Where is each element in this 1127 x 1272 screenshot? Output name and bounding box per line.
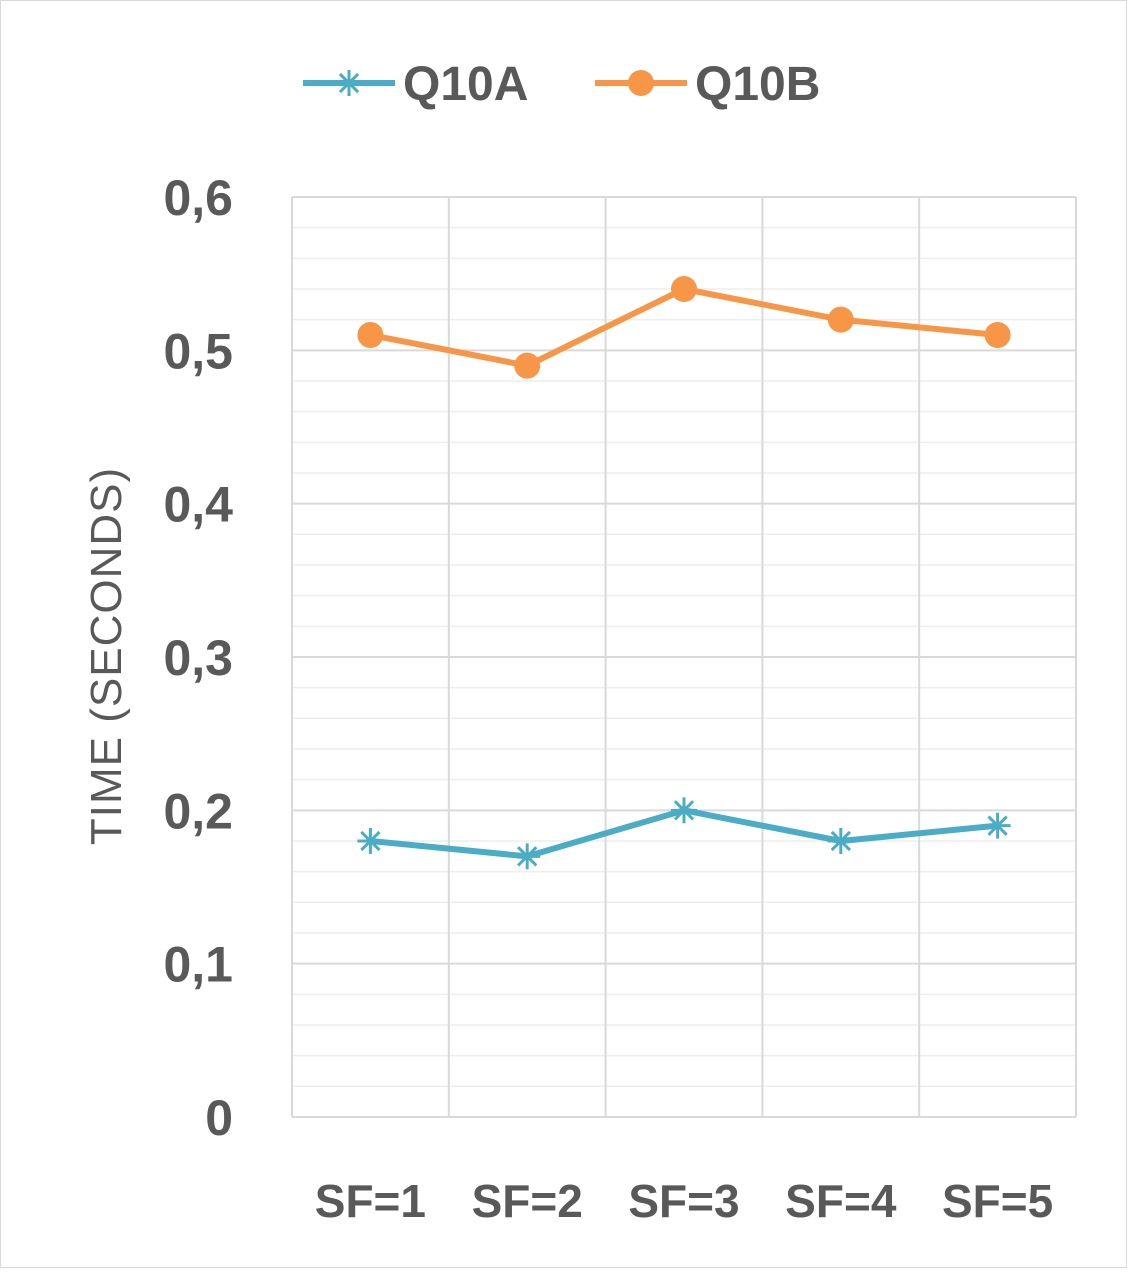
y-tick-label: 0,4 <box>163 477 233 533</box>
series-q10a <box>357 797 1011 870</box>
legend-label: Q10A <box>403 58 528 111</box>
y-tick-label: 0 <box>205 1090 233 1146</box>
y-axis-tick-labels: 0 0,1 0,2 0,3 0,4 0,5 0,6 <box>163 170 233 1146</box>
series-q10b <box>357 276 1011 379</box>
data-point-q10b <box>357 322 384 348</box>
legend-item-q10a: Q10A <box>303 58 528 111</box>
data-point-q10a <box>357 828 384 854</box>
legend: Q10A Q10B <box>303 58 820 111</box>
data-point-q10a <box>514 843 541 870</box>
y-axis-title: TIME (SECONDS) <box>82 467 131 845</box>
x-tick-label: SF=2 <box>472 1175 583 1227</box>
legend-item-q10b: Q10B <box>595 58 820 111</box>
data-point-q10a <box>827 828 854 854</box>
data-point-q10b <box>514 352 541 379</box>
legend-label: Q10B <box>695 58 820 111</box>
y-tick-label: 0,5 <box>163 323 233 379</box>
data-point-q10b <box>984 322 1011 348</box>
legend-marker <box>628 70 654 96</box>
y-tick-label: 0,1 <box>163 937 233 993</box>
data-point-q10b <box>827 306 854 333</box>
data-point-q10a <box>984 812 1011 839</box>
major-gridlines <box>291 196 1077 1118</box>
data-point-q10b <box>671 276 697 302</box>
series-layer <box>357 276 1011 870</box>
y-tick-label: 0,2 <box>163 783 233 839</box>
y-tick-label: 0,6 <box>163 170 233 226</box>
x-axis-tick-labels: SF=1 SF=2 SF=3 SF=4 SF=5 <box>315 1175 1053 1227</box>
x-tick-label: SF=4 <box>785 1175 897 1227</box>
x-tick-label: SF=1 <box>315 1175 426 1227</box>
x-tick-label: SF=5 <box>942 1175 1053 1227</box>
legend-marker <box>336 70 362 96</box>
y-tick-label: 0,3 <box>163 630 233 686</box>
x-tick-label: SF=3 <box>628 1175 739 1227</box>
data-point-q10a <box>671 797 697 824</box>
